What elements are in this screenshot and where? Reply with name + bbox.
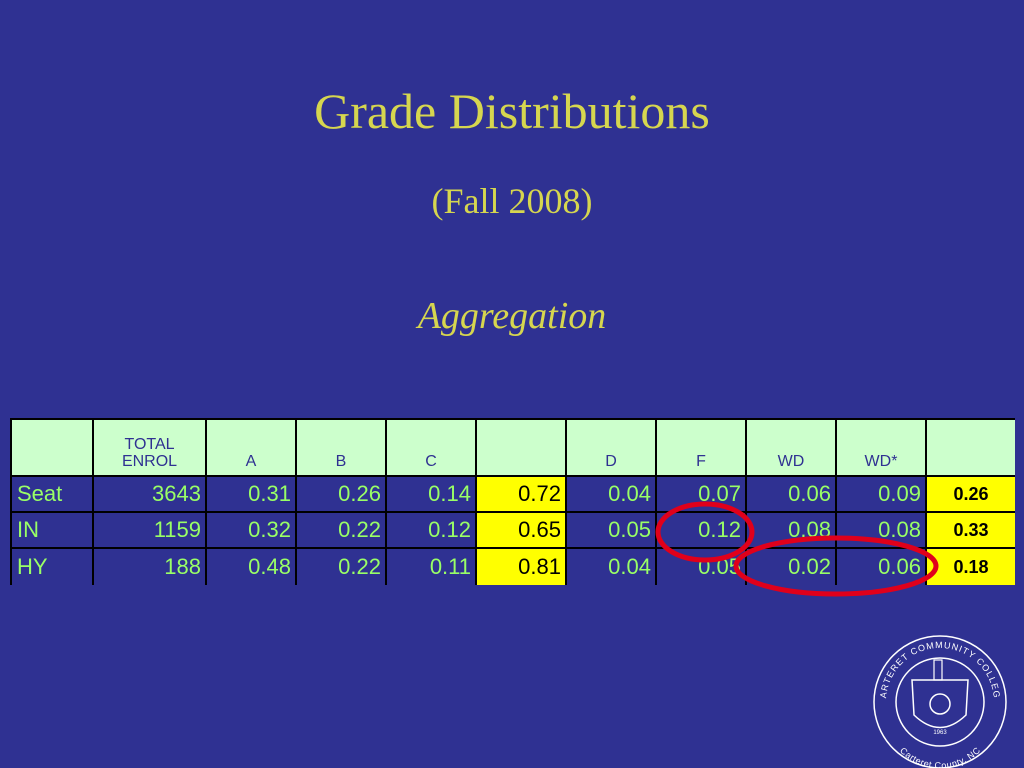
row-label: IN bbox=[12, 513, 92, 547]
header-text: F bbox=[696, 453, 706, 471]
data-cell: 0.48 bbox=[207, 549, 295, 585]
data-cell: 0.05 bbox=[657, 549, 745, 585]
header-cell: B bbox=[297, 420, 385, 475]
data-cell: 0.65 bbox=[477, 513, 565, 547]
data-cell: 0.33 bbox=[927, 513, 1015, 547]
header-cell: A bbox=[207, 420, 295, 475]
highlight-circle bbox=[733, 535, 939, 597]
data-cell: 0.12 bbox=[387, 513, 475, 547]
seal-ring bbox=[895, 657, 985, 747]
data-cell: 3643 bbox=[94, 477, 205, 511]
slide-subtitle: (Fall 2008) bbox=[431, 181, 593, 221]
header-cell bbox=[927, 420, 1015, 475]
data-cell: 0.08 bbox=[837, 513, 925, 547]
data-cell: 0.26 bbox=[927, 477, 1015, 511]
data-cell: 0.09 bbox=[837, 477, 925, 511]
header-cell: F bbox=[657, 420, 745, 475]
header-text: WD* bbox=[864, 453, 898, 471]
header-text: WD bbox=[777, 453, 805, 471]
row-label: HY bbox=[12, 549, 92, 585]
header-text: C bbox=[425, 453, 437, 471]
header-text: A bbox=[245, 453, 257, 471]
seal-lighthouse bbox=[933, 659, 943, 681]
data-cell: 0.12 bbox=[657, 513, 745, 547]
data-cell: 0.22 bbox=[297, 549, 385, 585]
data-cell: 1159 bbox=[94, 513, 205, 547]
data-cell: 188 bbox=[94, 549, 205, 585]
highlight-circle bbox=[655, 501, 755, 563]
data-cell: 0.04 bbox=[567, 549, 655, 585]
data-cell: 0.07 bbox=[657, 477, 745, 511]
data-cell: 0.11 bbox=[387, 549, 475, 585]
slide-title: Grade Distributions bbox=[314, 83, 710, 139]
seal-monogram bbox=[929, 693, 951, 715]
header-cell: C bbox=[387, 420, 475, 475]
seal-shield bbox=[911, 679, 969, 729]
data-cell: 0.06 bbox=[747, 477, 835, 511]
slide-heading: Aggregation bbox=[417, 295, 607, 337]
data-cell: 0.32 bbox=[207, 513, 295, 547]
header-cell: WD bbox=[747, 420, 835, 475]
seal-place: Carteret County, NC bbox=[898, 745, 982, 768]
seal-year: 1963 bbox=[933, 730, 947, 736]
data-cell: 0.04 bbox=[567, 477, 655, 511]
data-cell: 0.26 bbox=[297, 477, 385, 511]
data-cell: 0.22 bbox=[297, 513, 385, 547]
header-cell: WD* bbox=[837, 420, 925, 475]
header-cell: TOTAL ENROL bbox=[94, 420, 205, 475]
data-cell: 0.18 bbox=[927, 549, 1015, 585]
header-text: TOTAL ENROL bbox=[121, 435, 178, 471]
row-label: Seat bbox=[12, 477, 92, 511]
seal-text: Carteret County, NC bbox=[898, 745, 982, 768]
seal-ring bbox=[873, 635, 1007, 768]
data-cell: 0.81 bbox=[477, 549, 565, 585]
header-cell: D bbox=[567, 420, 655, 475]
data-cell: 0.05 bbox=[567, 513, 655, 547]
header-text: D bbox=[605, 453, 617, 471]
grade-table: TOTAL ENROL A B C D F WD WD* Seat 3643 0.31 0.26 0.1… bbox=[10, 418, 1015, 585]
data-cell: 0.31 bbox=[207, 477, 295, 511]
header-cell bbox=[12, 420, 92, 475]
data-cell: 0.72 bbox=[477, 477, 565, 511]
data-cell: 0.06 bbox=[837, 549, 925, 585]
data-cell: 0.14 bbox=[387, 477, 475, 511]
data-cell: 0.02 bbox=[747, 549, 835, 585]
header-cell bbox=[477, 420, 565, 475]
header-text: B bbox=[335, 453, 347, 471]
